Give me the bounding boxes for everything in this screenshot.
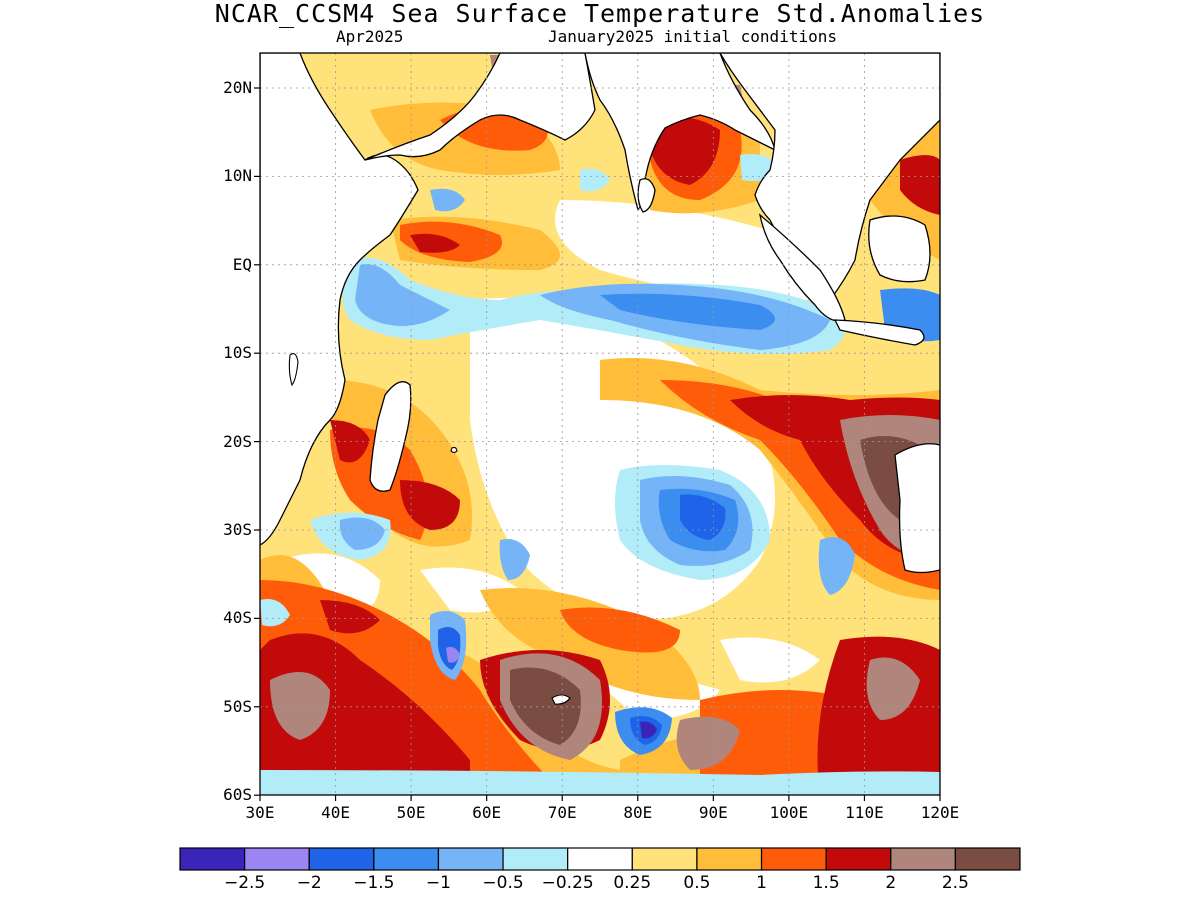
lon-label: 30E [245,803,275,822]
lon-label: 50E [396,803,426,822]
colorbar-tick-label: 1.5 [812,873,840,893]
colorbar-swatch [244,847,310,871]
map-frame [259,52,941,796]
colorbar [179,847,1021,871]
colorbar-swatch [825,847,892,871]
purple-southwest [446,646,460,663]
sri-lanka [637,178,656,213]
colorbar-swatch [696,847,763,871]
colorbar-tick-label: −1.5 [353,873,395,893]
comoros-island [288,353,299,387]
lat-label: EQ [232,254,252,274]
darkred-scs [900,155,940,215]
darkred-sw-small [320,600,380,634]
lon-label: 110E [845,803,884,822]
darkbrown-kerguelen [510,667,581,745]
colorbar-tick-label: 1 [756,873,767,893]
blue-east-south [818,537,855,595]
brown-south [676,716,740,770]
initial-conditions: January2025 initial conditions [548,27,837,46]
blue-arabian [430,188,465,212]
colorbar-tick-label: 0.5 [683,873,711,893]
orange-southern [480,588,700,700]
colorbar-tick-label: −2 [296,873,322,893]
lat-label: 40S [223,608,252,628]
lat-label: 10N [223,166,252,186]
deepblue-south-pole [640,721,657,739]
neutral-se [720,637,820,683]
colorbar-swatch [373,847,440,871]
lat-label: 20S [223,431,252,451]
colorbar-swatch [631,847,698,871]
brown-se [866,657,920,720]
axis-ticks [254,87,941,801]
land [260,53,940,705]
colorbar-tick-label: −2.5 [223,873,266,893]
lon-label: 70E [547,803,577,822]
madagascar [369,381,412,492]
mauritius-island [450,446,458,454]
lon-label: 60E [472,803,502,822]
australia-landmass [894,443,940,574]
lat-label: 10S [223,343,252,363]
sumatra [759,213,846,322]
lat-label: 60S [223,785,252,805]
india-landmass [584,53,776,211]
lon-label: 100E [769,803,809,822]
blue-sw [339,517,385,550]
colorbar-swatch [179,847,246,871]
colorbar-swatch [567,847,633,871]
colorbar-swatch [308,847,375,871]
colorbar-tick-label: −0.25 [541,873,594,893]
lon-label: 40E [321,803,350,822]
neutral-equator [555,200,827,300]
forecast-month: Apr2025 [336,27,404,46]
blue-central-small [499,539,530,580]
colorbar-tick-label: −1 [425,873,451,893]
lat-label: 20N [223,78,252,97]
darkred-west-eq [410,233,460,253]
java [833,319,925,346]
colorbar-tick-label: 0.25 [613,873,652,893]
lon-label: 80E [623,803,653,822]
lightblue-arabian-east [580,168,610,192]
colorbar-tick-label: −0.5 [482,873,524,893]
colorbar-tick-label: 2.5 [941,873,969,893]
darkred-southwest [260,633,470,795]
colorbar-swatch [890,847,956,871]
arabia-landmass [364,53,596,161]
blue-east-eq-core [600,293,775,330]
blue-south-deep [680,494,726,540]
lat-label: 30S [223,520,252,539]
colorbar-swatch [760,847,827,871]
colorbar-tick-label: 2 [885,873,897,893]
colorbar-swatch [437,847,504,871]
lat-label: 50S [223,696,252,716]
brown-southwest [270,672,330,740]
map-title: NCAR_CCSM4 Sea Surface Temperature Std.A… [214,0,986,28]
borneo [868,215,931,283]
darkred-bay [650,116,720,185]
lightblue-west-edge [260,599,290,627]
kerguelen-island [551,694,571,705]
blue-west-eq [355,264,450,326]
darkred-mid [400,480,460,530]
lightblue-south-edge [260,770,940,795]
lon-label: 90E [698,803,728,822]
lon-label: 120E [920,803,960,822]
colorbar-swatch [502,847,569,871]
colorbar-swatch [954,847,1021,871]
gridlines [260,53,940,795]
